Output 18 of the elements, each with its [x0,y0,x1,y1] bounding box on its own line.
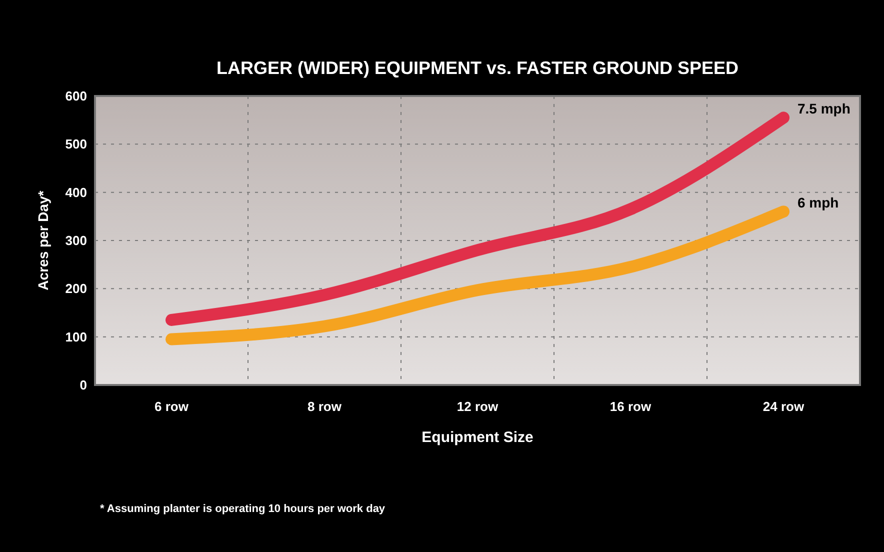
x-tick-label: 16 row [610,399,652,414]
x-tick-label: 8 row [308,399,342,414]
y-tick-label: 600 [65,88,87,104]
y-tick-label: 200 [65,281,87,296]
series-label: 7.5 mph [798,100,850,117]
x-tick-label: 12 row [456,399,499,414]
x-tick-label: 24 row [762,399,805,414]
y-tick-label: 0 [80,378,87,393]
y-axis-title: Acres per Day* [35,190,51,290]
y-tick-label: 500 [65,136,87,152]
x-axis-title: Equipment Size [422,429,534,446]
chart-title: LARGER (WIDER) EQUIPMENT vs. FASTER GROUND SPEED [216,58,739,78]
text: * Assuming planter is operating 10 hours per work day [100,503,386,515]
y-tick-label: 300 [65,233,87,248]
y-tick-label: 100 [65,329,87,344]
series-label: 6 mph [798,194,839,211]
x-tick-label: 6 row [154,399,190,414]
y-tick-label: 400 [65,184,87,200]
